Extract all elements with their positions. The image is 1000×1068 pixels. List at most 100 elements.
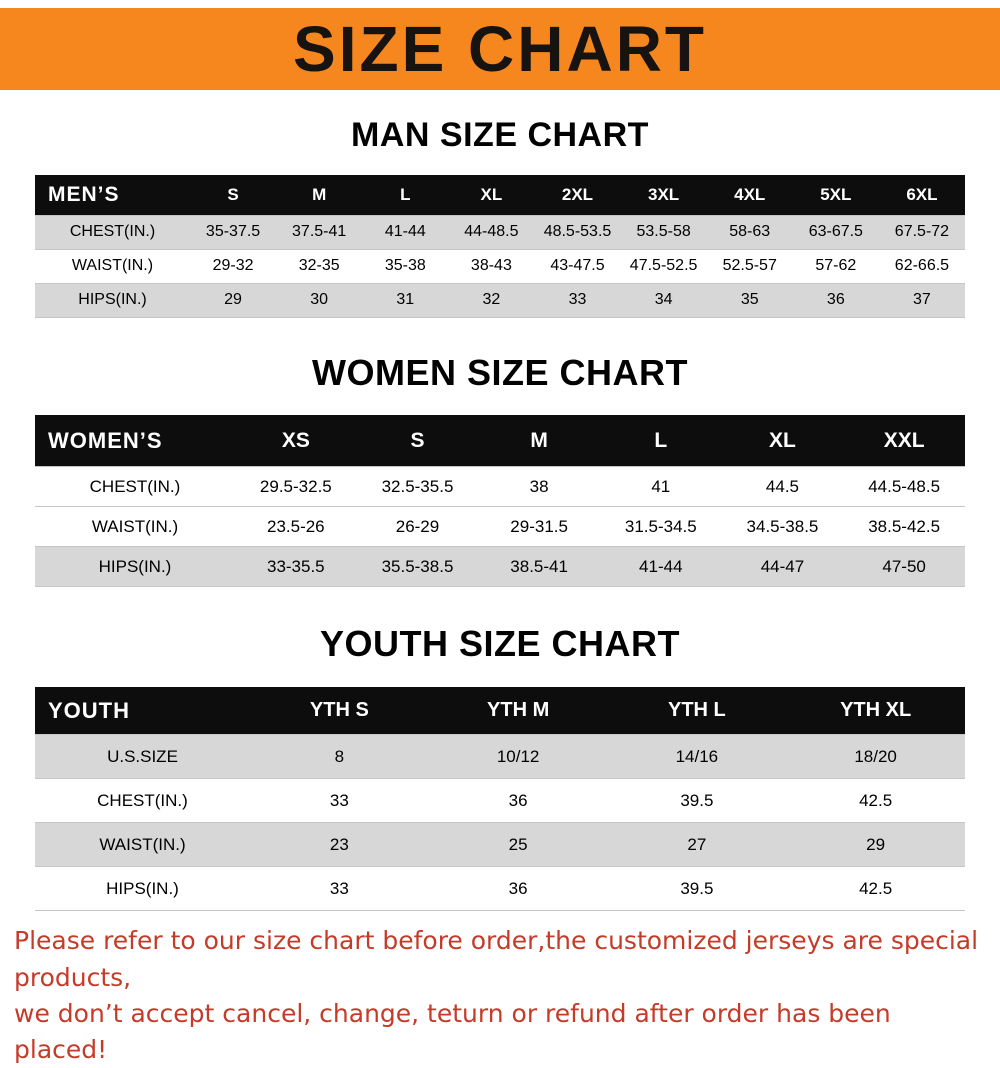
size-value: 29-32 (190, 248, 277, 284)
size-value: 23 (250, 822, 429, 867)
size-value: 27 (607, 822, 787, 867)
size-value: 39.5 (607, 778, 787, 823)
size-column-header: XL (448, 175, 535, 216)
table-header-row: MEN’S S M L XL 2XL 3XL 4XL 5XL 6XL (35, 175, 965, 216)
size-column-header: S (356, 414, 479, 467)
measurement-row: WAIST(IN.) 23.5-26 26-29 29-31.5 31.5-34.5 34… (35, 506, 965, 547)
size-column-header: XS (235, 414, 357, 467)
measurement-row: HIPS(IN.) 33-35.5 35.5-38.5 38.5-41 41-44 44-… (35, 546, 965, 588)
youth-section-heading: YOUTH SIZE CHART (319, 623, 680, 665)
banner: SIZE CHART (0, 8, 1000, 90)
measurement-row: CHEST(IN.) 35-37.5 37.5-41 41-44 44-48.5 48.5… (35, 214, 965, 250)
size-value: 53.5-58 (620, 214, 707, 250)
size-column-header: YTH S (250, 686, 429, 735)
size-value: 25 (428, 822, 608, 867)
table-header-row: YOUTH YTH S YTH M YTH L YTH XL (35, 686, 965, 735)
size-column-header: M (276, 175, 363, 216)
size-column-header: XL (721, 414, 844, 467)
size-chart-page: SIZE CHART MAN SIZE CHART MEN’S S M L XL 2XL 3… (0, 8, 1000, 1068)
size-value: 44-48.5 (448, 214, 535, 250)
measurement-label: HIPS(IN.) (35, 282, 190, 318)
size-column-header: 6XL (878, 175, 965, 216)
measurement-label: CHEST(IN.) (35, 466, 235, 507)
measurement-row: WAIST(IN.) 29-32 32-35 35-38 38-43 43-47.5 47.… (35, 248, 965, 284)
measurement-label: HIPS(IN.) (35, 866, 250, 912)
size-value: 32-35 (276, 248, 363, 284)
men-size-table: MEN’S S M L XL 2XL 3XL 4XL 5XL 6XL CHEST(IN.) 35-37… (35, 175, 965, 318)
size-column-header: 2XL (534, 175, 621, 216)
order-notice-line-1: Please refer to our size chart before or… (14, 926, 979, 992)
table-corner-label: WOMEN’S (35, 414, 235, 467)
size-value: 35-37.5 (190, 214, 277, 250)
size-value: 29 (190, 282, 277, 318)
women-size-table: WOMEN’S XS S M L XL XXL CHEST(IN.) 29.5-32.5 32.5… (35, 414, 965, 588)
size-value: 32.5-35.5 (356, 466, 479, 507)
size-value: 8 (250, 734, 429, 779)
size-value: 33 (250, 866, 429, 912)
size-value: 37.5-41 (276, 214, 363, 250)
size-column-header: L (599, 414, 722, 467)
men-section-heading: MAN SIZE CHART (351, 116, 649, 154)
page-title: SIZE CHART (293, 13, 707, 85)
size-column-header: XXL (843, 414, 965, 467)
size-value: 38 (478, 466, 600, 507)
size-column-header: 5XL (792, 175, 879, 216)
size-value: 34.5-38.5 (721, 506, 844, 547)
measurement-row: WAIST(IN.) 23 25 27 29 (35, 822, 965, 867)
table-header-row: WOMEN’S XS S M L XL XXL (35, 414, 965, 467)
size-value: 47.5-52.5 (620, 248, 707, 284)
size-value: 36 (792, 282, 879, 318)
size-column-header: YTH XL (786, 686, 965, 735)
size-value: 32 (448, 282, 535, 318)
size-column-header: YTH M (428, 686, 608, 735)
size-value: 38.5-42.5 (843, 506, 965, 547)
size-value: 29.5-32.5 (235, 466, 357, 507)
size-column-header: M (478, 414, 600, 467)
size-column-header: L (362, 175, 449, 216)
size-value: 35.5-38.5 (356, 546, 479, 588)
size-value: 57-62 (792, 248, 879, 284)
table-corner-label: YOUTH (35, 686, 250, 735)
size-value: 35-38 (362, 248, 449, 284)
measurement-label: U.S.SIZE (35, 734, 250, 779)
measurement-row: CHEST(IN.) 29.5-32.5 32.5-35.5 38 41 44.5 44.5… (35, 466, 965, 507)
size-value: 44.5 (721, 466, 844, 507)
size-value: 26-29 (356, 506, 479, 547)
measurement-row: CHEST(IN.) 33 36 39.5 42.5 (35, 778, 965, 823)
measurement-row: HIPS(IN.) 29 30 31 32 33 34 35 36 37 (35, 282, 965, 318)
size-value: 48.5-53.5 (534, 214, 621, 250)
size-value: 44.5-48.5 (843, 466, 965, 507)
size-value: 41 (599, 466, 722, 507)
size-value: 14/16 (607, 734, 787, 779)
size-value: 31.5-34.5 (599, 506, 722, 547)
size-value: 41-44 (599, 546, 722, 588)
measurement-row: HIPS(IN.) 33 36 39.5 42.5 (35, 866, 965, 912)
size-column-header: 4XL (706, 175, 793, 216)
size-value: 37 (878, 282, 965, 318)
size-value: 33-35.5 (235, 546, 357, 588)
size-value: 34 (620, 282, 707, 318)
measurement-label: HIPS(IN.) (35, 546, 235, 588)
measurement-label: CHEST(IN.) (35, 778, 250, 823)
youth-size-table: YOUTH YTH S YTH M YTH L YTH XL U.S.SIZE 8 10/12… (35, 686, 965, 912)
size-value: 38-43 (448, 248, 535, 284)
size-value: 23.5-26 (235, 506, 357, 547)
size-value: 47-50 (843, 546, 965, 588)
size-value: 62-66.5 (878, 248, 965, 284)
measurement-label: CHEST(IN.) (35, 214, 190, 250)
order-notice: Please refer to our size chart before or… (0, 923, 1000, 1068)
size-value: 36 (428, 866, 608, 912)
measurement-label: WAIST(IN.) (35, 248, 190, 284)
size-value: 30 (276, 282, 363, 318)
size-value: 52.5-57 (706, 248, 793, 284)
size-value: 44-47 (721, 546, 844, 588)
measurement-row: U.S.SIZE 8 10/12 14/16 18/20 (35, 734, 965, 779)
size-value: 39.5 (607, 866, 787, 912)
size-value: 43-47.5 (534, 248, 621, 284)
size-column-header: YTH L (607, 686, 787, 735)
size-value: 18/20 (786, 734, 965, 779)
measurement-label: WAIST(IN.) (35, 822, 250, 867)
size-value: 42.5 (786, 778, 965, 823)
size-column-header: 3XL (620, 175, 707, 216)
measurement-label: WAIST(IN.) (35, 506, 235, 547)
